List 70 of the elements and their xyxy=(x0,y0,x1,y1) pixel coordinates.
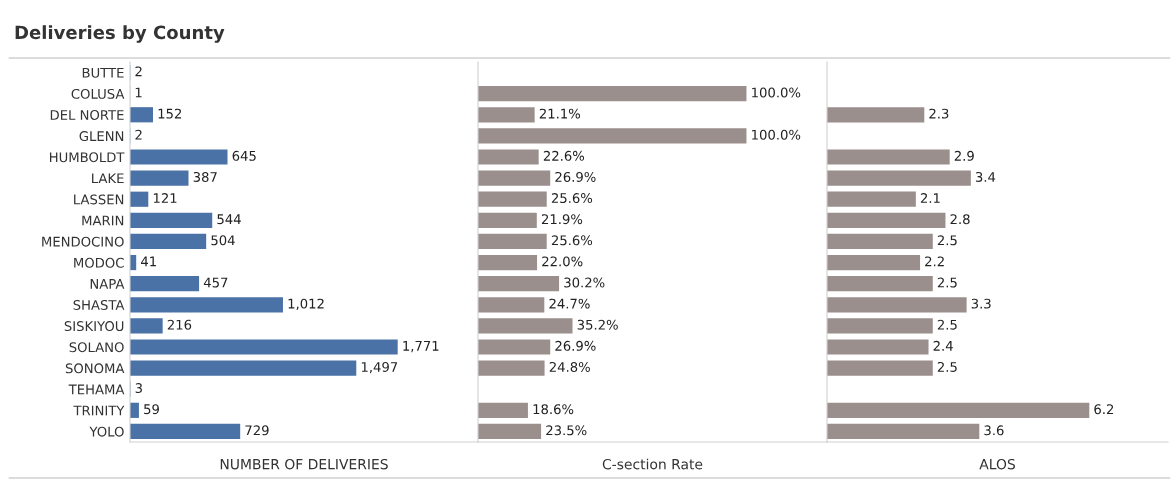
data-label: 3.3 xyxy=(971,298,991,309)
y-tick-label: MODOC xyxy=(74,257,124,268)
data-label: 2.1 xyxy=(920,193,940,203)
data-label: 2.5 xyxy=(937,277,957,288)
y-tick-label: COLUSA xyxy=(71,88,125,99)
data-label: 100.0% xyxy=(752,87,801,98)
data-label: 2 xyxy=(135,66,142,77)
data-label: 1,771 xyxy=(403,341,439,353)
data-label: 3.6 xyxy=(984,425,1004,436)
data-label: 457 xyxy=(203,277,228,288)
y-tick-label: LAKE xyxy=(92,173,124,184)
data-label: 59 xyxy=(144,404,159,415)
data-label: 544 xyxy=(217,214,241,225)
x-axis-title: ALOS xyxy=(979,458,1015,470)
data-label: 2.3 xyxy=(929,108,949,119)
data-label: 100.0% xyxy=(752,129,801,140)
data-label: 18.6% xyxy=(533,404,574,415)
y-tick-label: BUTTE xyxy=(82,67,124,78)
data-label: 729 xyxy=(245,425,269,436)
data-label: 1,012 xyxy=(288,298,324,310)
data-label: 2.5 xyxy=(937,361,957,372)
data-label: 1,497 xyxy=(361,361,398,374)
y-tick-label: TEHAMA xyxy=(68,384,125,395)
x-axis-title: C-section Rate xyxy=(602,458,703,470)
data-label: 2.5 xyxy=(937,319,957,330)
data-label: 22.0% xyxy=(542,256,583,267)
y-tick-label: DEL NORTE xyxy=(50,110,124,120)
y-tick-label: YOLO xyxy=(89,426,124,437)
y-tick-label: SONOMA xyxy=(65,363,125,374)
data-label: 2.9 xyxy=(954,150,974,161)
chart-title: Deliveries by County xyxy=(15,25,225,43)
data-label: 387 xyxy=(193,171,217,182)
y-tick-label: MARIN xyxy=(82,215,124,226)
data-label: 21.9% xyxy=(541,214,583,225)
data-label: 216 xyxy=(167,319,192,330)
data-label: 41 xyxy=(141,256,156,267)
data-label: 25.6% xyxy=(551,235,593,246)
y-tick-label: SHASTA xyxy=(73,300,125,310)
data-label: 3.4 xyxy=(975,171,996,182)
y-tick-label: MENDOCINO xyxy=(42,236,124,247)
data-label: 2.5 xyxy=(937,235,957,246)
data-label: 26.9% xyxy=(555,171,596,182)
data-label: 21.1% xyxy=(539,108,581,119)
y-tick-label: SOLANO xyxy=(69,342,124,353)
y-tick-label: LASSEN xyxy=(74,194,124,205)
data-label: 25.6% xyxy=(551,193,593,204)
data-label: 30.2% xyxy=(564,277,605,288)
y-tick-label: SISKIYOU xyxy=(64,321,124,332)
data-label: 23.5% xyxy=(546,425,587,436)
data-label: 22.6% xyxy=(543,150,585,161)
data-label: 1 xyxy=(135,87,142,98)
data-label: 2.2 xyxy=(925,256,944,267)
y-tick-label: TRINITY xyxy=(73,405,125,416)
data-label: 2.4 xyxy=(933,340,953,351)
data-label: 504 xyxy=(211,235,235,246)
data-label: 24.8% xyxy=(549,361,590,372)
y-tick-label: GLENN xyxy=(79,131,124,142)
data-label: 26.9% xyxy=(555,340,596,351)
data-label: 2.8 xyxy=(950,214,970,225)
data-label: 6.2 xyxy=(1094,404,1114,415)
x-axis-title: NUMBER OF DELIVERIES xyxy=(220,458,388,470)
data-label: 645 xyxy=(232,150,256,161)
data-label: 152 xyxy=(158,108,182,119)
data-label: 35.2% xyxy=(577,319,618,330)
y-tick-label: NAPA xyxy=(90,279,125,289)
data-label: 24.7% xyxy=(549,298,590,309)
y-tick-label: HUMBOLDT xyxy=(50,152,125,163)
data-label: 2 xyxy=(135,129,142,140)
data-label: 121 xyxy=(153,193,177,203)
data-label: 3 xyxy=(135,383,142,394)
